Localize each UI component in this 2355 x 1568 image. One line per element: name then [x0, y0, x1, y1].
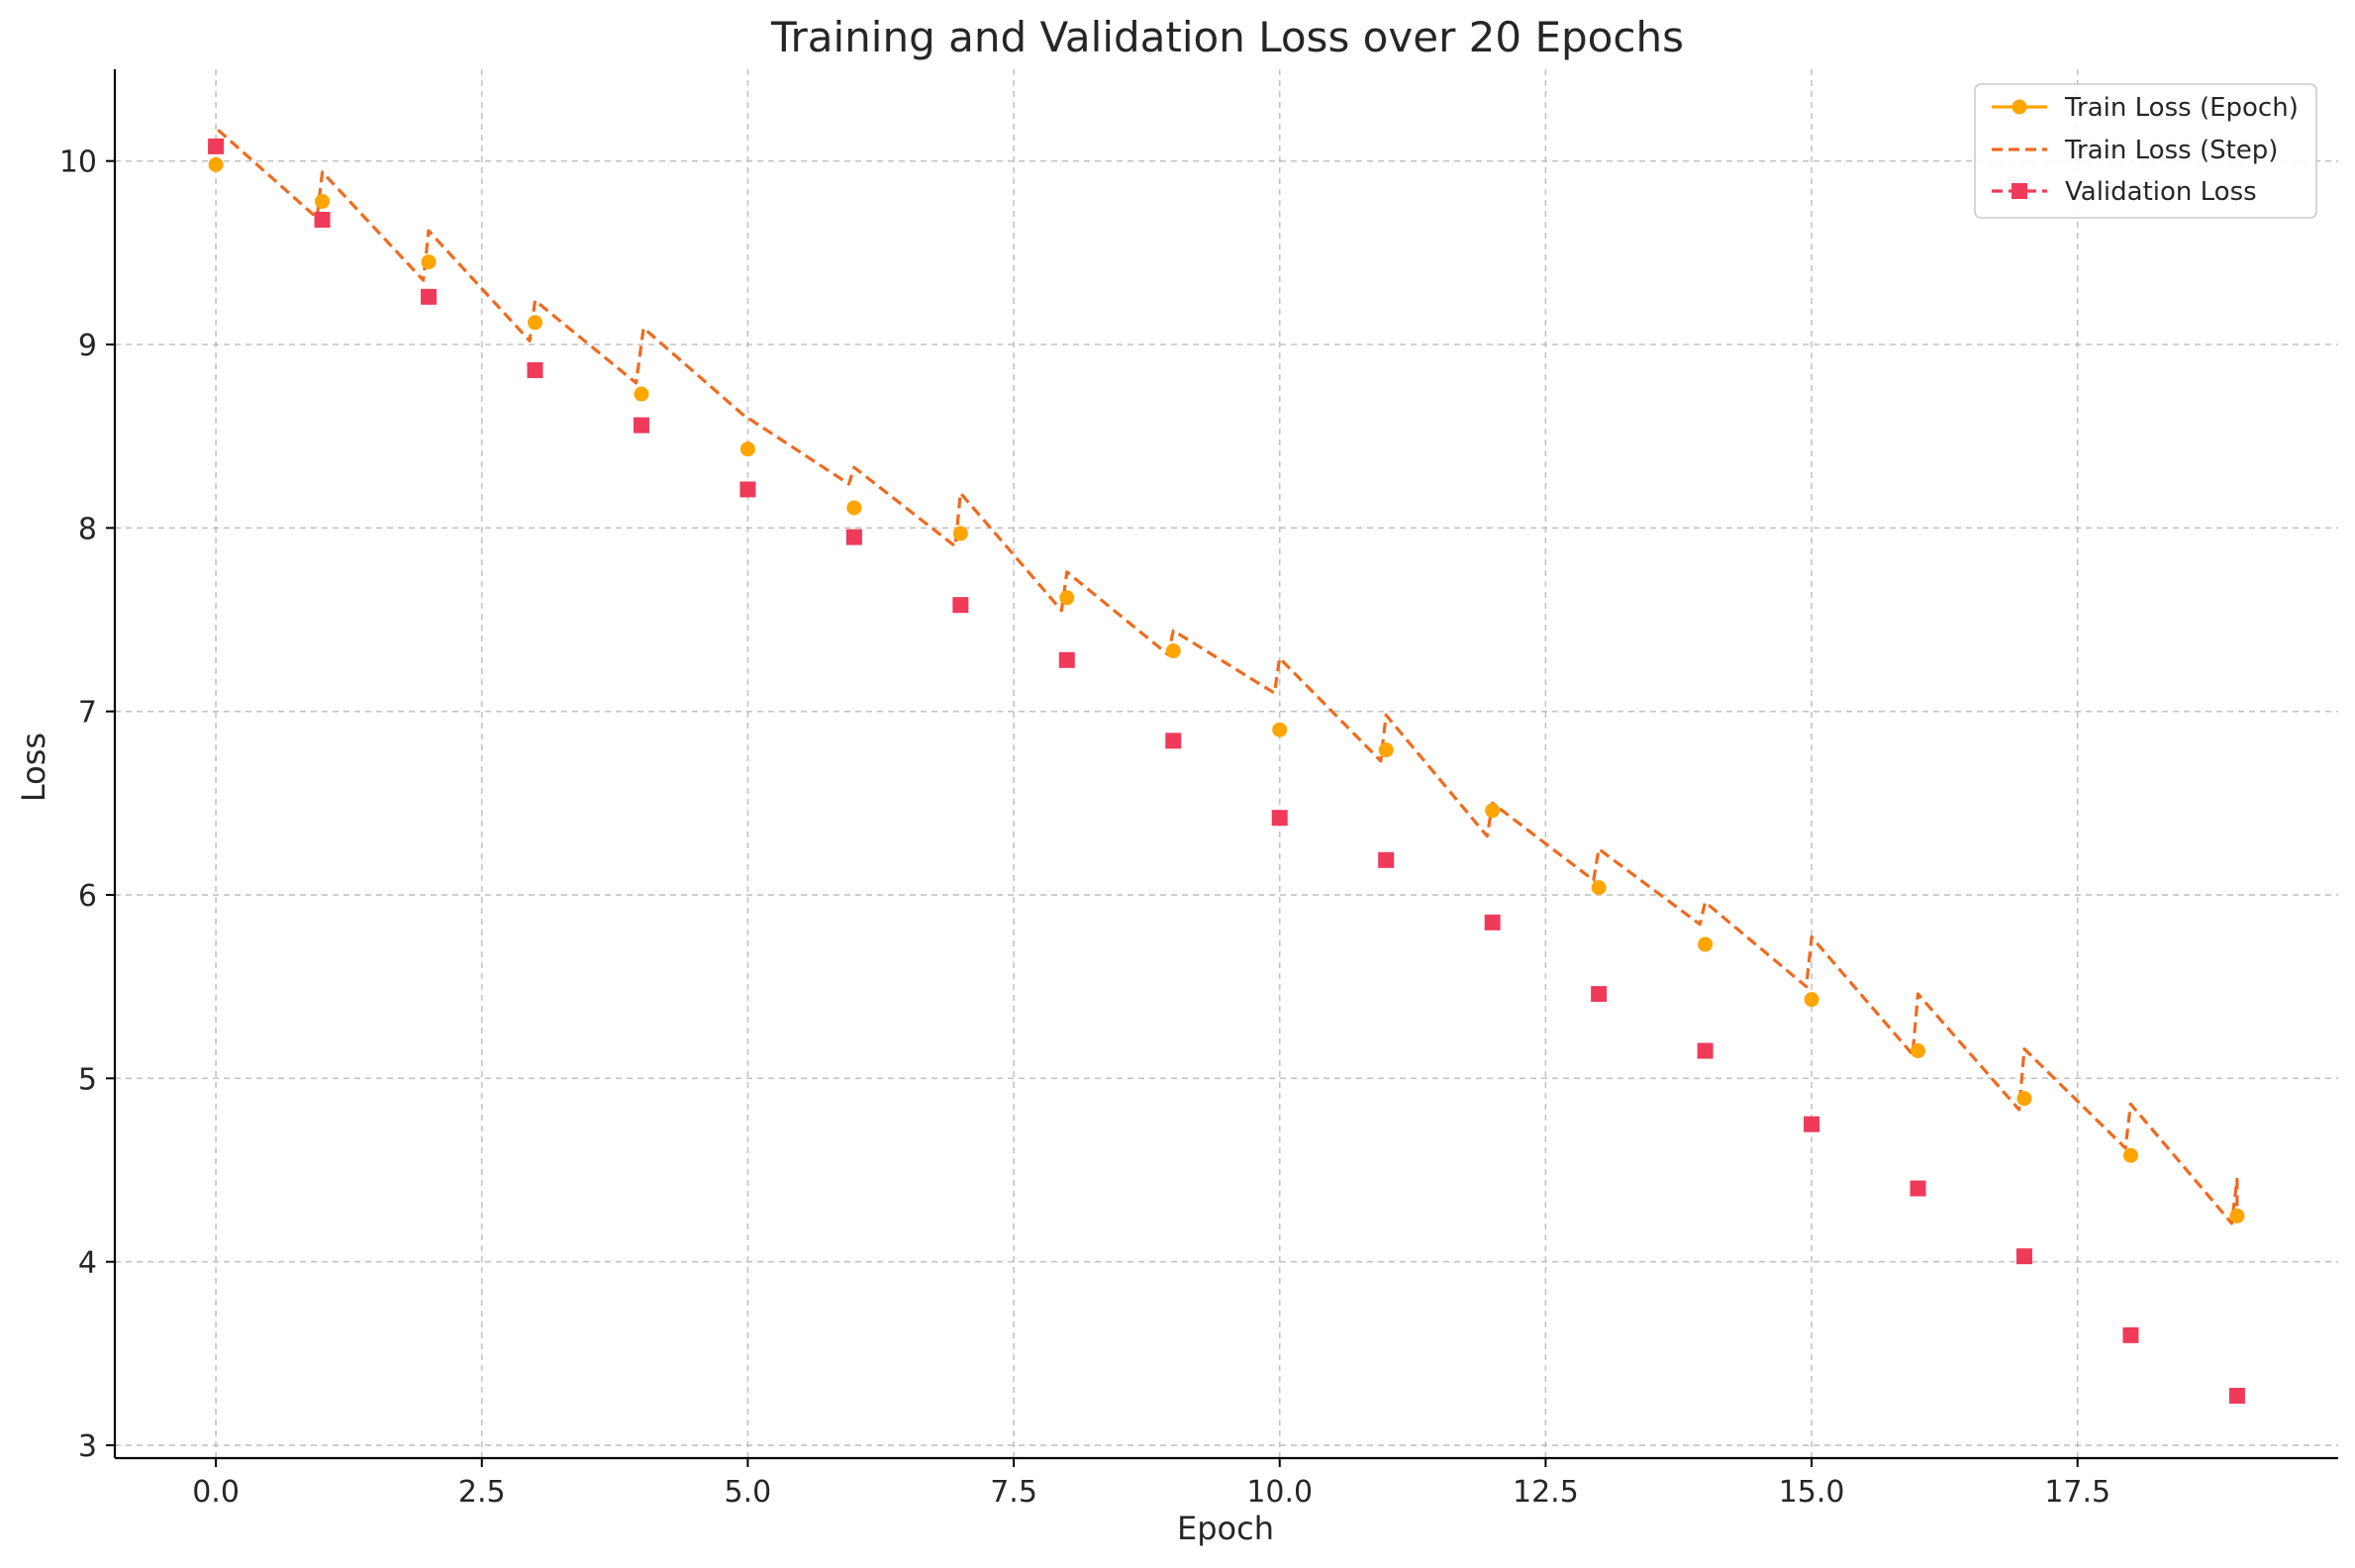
train-loss-epoch-point	[846, 500, 862, 516]
validation-loss-point	[2015, 1248, 2032, 1265]
train-loss-step-line	[217, 129, 2239, 1225]
validation-loss-point	[739, 481, 756, 498]
validation-loss-point	[1910, 1180, 1926, 1197]
y-tick-label: 5	[78, 1062, 97, 1097]
train-loss-epoch-point	[1165, 643, 1181, 659]
legend-entries: Train Loss (Epoch) Train Loss (Step) Valid…	[1992, 93, 2299, 207]
validation-loss-point	[208, 138, 225, 154]
train-loss-epoch-point	[1272, 722, 1288, 737]
train-loss-epoch-point	[1698, 936, 1714, 952]
train-loss-epoch-point	[739, 441, 755, 457]
legend-entry: Train Loss (Step)	[1992, 136, 2278, 165]
train-loss-epoch-point	[421, 254, 437, 270]
validation-loss-point	[314, 211, 331, 228]
legend-label: Train Loss (Epoch)	[2064, 93, 2299, 123]
validation-loss-point	[1271, 810, 1288, 827]
x-axis-label: Epoch	[1177, 1510, 1274, 1547]
validation-loss-point	[952, 597, 969, 614]
validation-loss-point	[633, 417, 649, 434]
train-loss-epoch-point	[527, 315, 542, 331]
y-tick-label: 10	[59, 146, 97, 180]
y-tick-label: 8	[78, 512, 97, 546]
validation-loss-point	[1165, 733, 1182, 749]
y-tick-label: 9	[78, 329, 97, 363]
legend-swatch-marker	[2012, 99, 2027, 115]
validation-loss-point	[845, 529, 862, 545]
train-loss-epoch-point	[1378, 742, 1394, 758]
validation-loss-point	[527, 361, 543, 378]
chart-title: Training and Validation Loss over 20 Epo…	[770, 13, 1684, 61]
x-tick-label: 0.0	[192, 1475, 240, 1510]
legend-swatch-marker	[2012, 183, 2027, 199]
x-tick-label: 10.0	[1246, 1475, 1313, 1510]
y-tick-label: 6	[78, 879, 97, 914]
x-tick-label: 15.0	[1779, 1475, 1845, 1510]
y-tick-label: 4	[78, 1246, 97, 1281]
grid-layer	[115, 69, 2338, 1458]
legend-entry: Validation Loss	[1992, 177, 2257, 207]
train-loss-epoch-point	[208, 156, 224, 172]
train-loss-epoch-point	[1911, 1043, 1926, 1059]
validation-loss-point	[1591, 986, 1608, 1003]
y-tick-label: 3	[78, 1429, 97, 1464]
validation-loss-point	[1058, 651, 1075, 668]
train-loss-epoch-point	[634, 386, 649, 402]
x-tick-label: 5.0	[725, 1475, 772, 1510]
validation-loss-point	[421, 288, 438, 305]
train-loss-epoch-point	[2122, 1147, 2138, 1163]
train-loss-epoch-point	[1804, 992, 1819, 1008]
validation-loss-point	[2122, 1326, 2139, 1343]
validation-loss-point	[2228, 1387, 2245, 1404]
validation-loss-point	[1697, 1042, 1714, 1059]
legend-box	[1974, 83, 2317, 219]
train-loss-epoch-point	[1485, 803, 1501, 819]
x-tick-label: 17.5	[2044, 1475, 2110, 1510]
y-axis-label: Loss	[15, 733, 52, 802]
legend-label: Train Loss (Step)	[2064, 136, 2278, 165]
validation-loss-point	[1804, 1116, 1820, 1132]
y-tick-label: 7	[78, 696, 97, 731]
x-tick-label: 7.5	[990, 1475, 1037, 1510]
validation-loss-point	[1484, 914, 1501, 931]
x-tick-label: 12.5	[1513, 1475, 1579, 1510]
legend-label: Validation Loss	[2065, 177, 2257, 207]
validation-loss-point	[1378, 851, 1395, 868]
train-loss-epoch-point	[1059, 590, 1075, 606]
tick-layer: 0.0 2.5 5.0 7.5 10.0 12.5 15.0 17.5 3 4 5 6 7 8 9 10	[59, 146, 2110, 1510]
train-loss-epoch-point	[952, 526, 968, 541]
train-loss-epoch-point	[2016, 1091, 2032, 1107]
train-loss-epoch-point	[315, 193, 331, 209]
x-tick-label: 2.5	[458, 1475, 506, 1510]
legend-entry: Train Loss (Epoch)	[1992, 93, 2299, 123]
train-loss-epoch-point	[1591, 880, 1607, 896]
axes-layer	[113, 69, 2338, 1460]
legend: Train Loss (Epoch) Train Loss (Step) Valid…	[1974, 83, 2317, 219]
train-loss-epoch-point	[2229, 1208, 2245, 1224]
series-layer	[208, 129, 2245, 1404]
